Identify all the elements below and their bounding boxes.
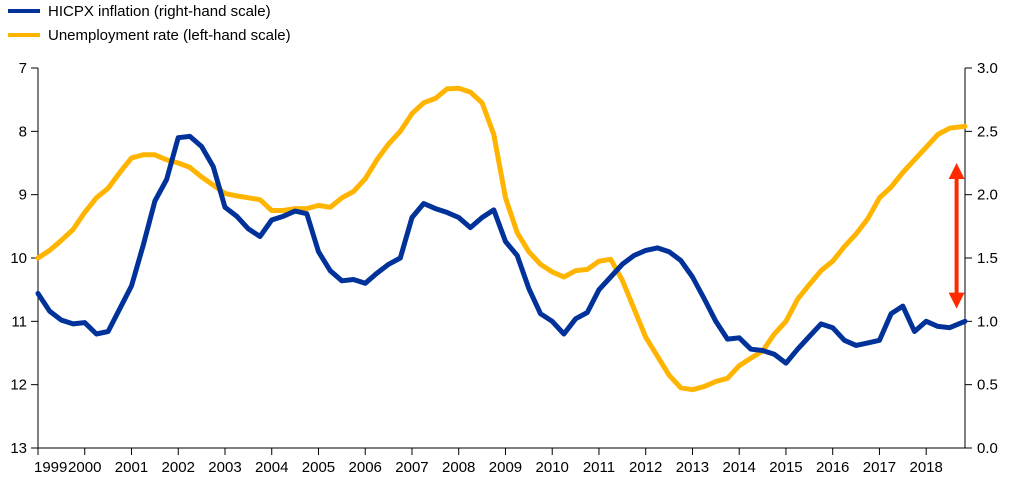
- x-tick-label: 2017: [863, 459, 896, 476]
- right-tick-label: 1.0: [977, 313, 998, 330]
- annotation-layer: [948, 163, 965, 309]
- left-tick-label: 8: [19, 123, 27, 140]
- right-tick-label: 1.5: [977, 250, 998, 267]
- arrow-head-down: [948, 292, 965, 309]
- right-tick-label: 3.0: [977, 60, 998, 77]
- right-tick-label: 0.5: [977, 377, 998, 394]
- x-tick-label: 2011: [583, 459, 615, 476]
- x-tick-label: 2001: [115, 459, 148, 476]
- x-tick-label: 2018: [910, 459, 943, 476]
- right-tick-label: 2.5: [977, 123, 998, 140]
- x-tick-label: 2000: [68, 459, 101, 476]
- x-tick-label: 2010: [536, 459, 569, 476]
- left-tick-label: 11: [11, 313, 27, 330]
- x-tick-label: 2014: [723, 459, 756, 476]
- left-tick-label: 13: [10, 440, 27, 457]
- series-line-unemployment: [35, 85, 968, 393]
- x-tick-label: 2002: [162, 459, 195, 476]
- axes: 7 8 9 10 11 12 13 0.0 0.5 1.0 1.5 2.0 2.5 3.0 1999 2000…: [10, 60, 998, 476]
- left-tick-label: 7: [19, 60, 27, 77]
- x-tick-label: 2004: [255, 459, 288, 476]
- series-layer: [35, 85, 968, 393]
- x-tick-label: 2016: [816, 459, 849, 476]
- arrow-head-up: [948, 163, 965, 179]
- x-tick-label: 2009: [489, 459, 522, 476]
- x-tick-label: 2005: [302, 459, 335, 476]
- x-tick-label: 2013: [676, 459, 709, 476]
- x-tick-label: 2007: [395, 459, 428, 476]
- x-tick-label: 2015: [769, 459, 802, 476]
- right-tick-label: 0.0: [977, 440, 998, 457]
- legend-label-unemployment: Unemployment rate (left-hand scale): [48, 27, 291, 44]
- x-tick-label: 2003: [208, 459, 241, 476]
- left-tick-label: 12: [10, 377, 27, 394]
- left-tick-label: 10: [10, 250, 27, 267]
- legend-label-hicpx: HICPX inflation (right-hand scale): [48, 3, 271, 20]
- x-tick-label: 1999: [34, 459, 67, 476]
- x-tick-label: 2006: [349, 459, 382, 476]
- series-line-hicpx: [35, 133, 968, 366]
- left-tick-label: 9: [19, 187, 27, 204]
- legend: HICPX inflation (right-hand scale) Unemp…: [8, 3, 291, 44]
- x-tick-label: 2012: [629, 459, 662, 476]
- x-tick-label: 2008: [442, 459, 475, 476]
- right-tick-label: 2.0: [977, 187, 998, 204]
